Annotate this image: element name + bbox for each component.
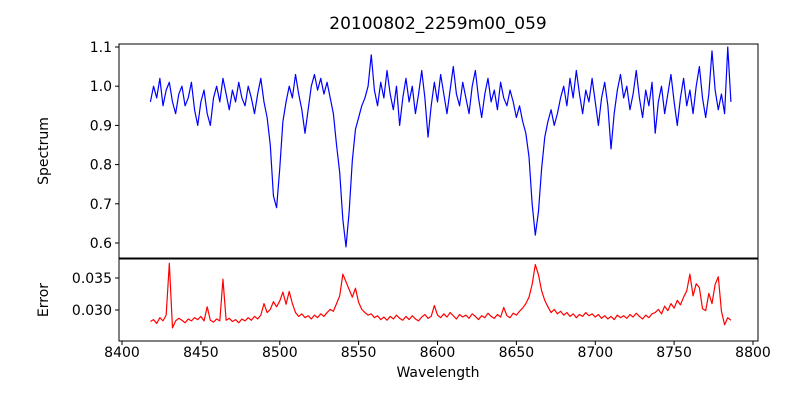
error-y-tick-label: 0.030 xyxy=(72,303,112,319)
spectrum-y-tick-label: 0.7 xyxy=(90,197,112,213)
x-tick-label: 8500 xyxy=(262,345,298,361)
x-tick-label: 8400 xyxy=(104,345,140,361)
spectrum-plot-frame xyxy=(118,43,759,259)
spectrum-line xyxy=(149,46,732,248)
spectrum-y-tick-label: 0.6 xyxy=(90,236,112,252)
figure-title: 20100802_2259m00_059 xyxy=(329,14,546,34)
data-lines xyxy=(149,46,732,329)
axis-ticks: 8400 8450 8500 8550 8600 8650 8700 8750 8800 0.6 0… xyxy=(72,40,771,361)
spectrum-y-tick-label: 1.0 xyxy=(90,79,112,95)
error-line xyxy=(150,262,732,329)
error-plot-frame xyxy=(118,258,759,342)
x-tick-label: 8550 xyxy=(341,345,377,361)
spectrum-y-tick-label: 0.8 xyxy=(90,158,112,174)
x-axis-label: Wavelength xyxy=(396,365,479,381)
x-tick-label: 8600 xyxy=(420,345,456,361)
spectrum-y-axis-label: Spectrum xyxy=(36,117,52,185)
error-y-axis-label: Error xyxy=(36,283,52,317)
x-tick-label: 8750 xyxy=(656,345,692,361)
x-tick-label: 8700 xyxy=(577,345,613,361)
x-tick-label: 8450 xyxy=(183,345,219,361)
error-y-tick-label: 0.035 xyxy=(72,271,112,287)
x-tick-label: 8650 xyxy=(499,345,535,361)
spectrum-y-tick-label: 1.1 xyxy=(90,40,112,56)
spectrum-y-tick-label: 0.9 xyxy=(90,118,112,134)
x-tick-label: 8800 xyxy=(735,345,771,361)
